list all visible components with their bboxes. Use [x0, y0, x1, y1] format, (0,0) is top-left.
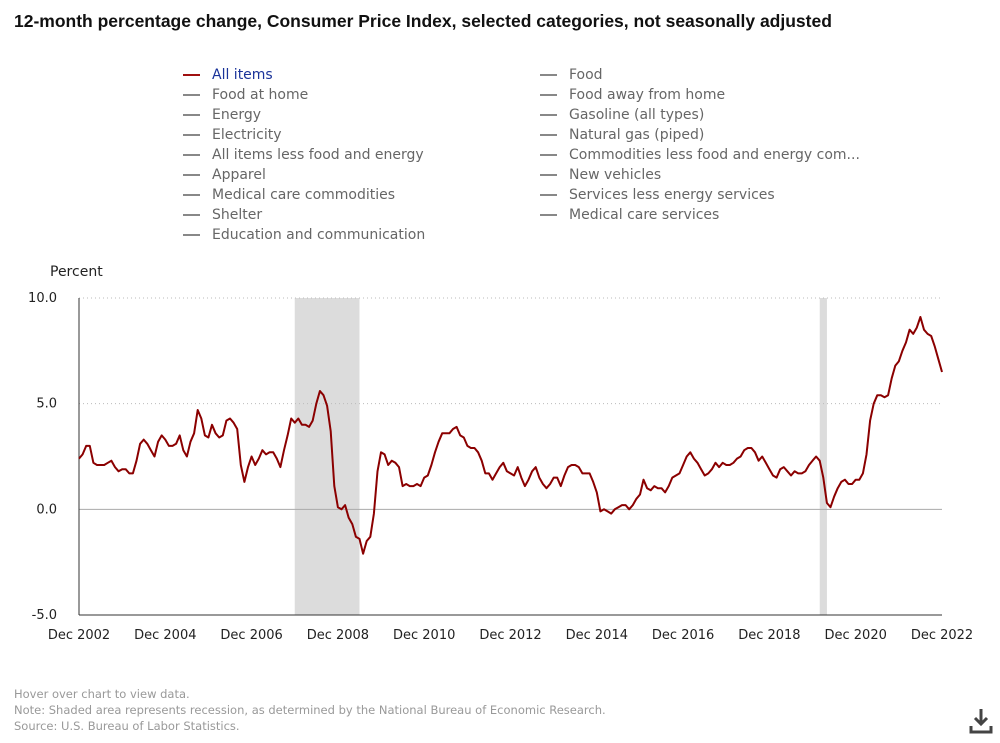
legend-item[interactable]: Electricity: [183, 125, 282, 145]
legend-swatch: [540, 114, 557, 116]
legend-item[interactable]: Food away from home: [540, 85, 725, 105]
chart-footer: Hover over chart to view data. Note: Sha…: [14, 686, 606, 734]
legend-item[interactable]: Natural gas (piped): [540, 125, 704, 145]
legend-swatch: [540, 94, 557, 96]
legend-item[interactable]: Energy: [183, 105, 261, 125]
legend-swatch: [540, 174, 557, 176]
legend-item[interactable]: Medical care commodities: [183, 185, 395, 205]
recession-note: Note: Shaded area represents recession, …: [14, 703, 606, 717]
download-icon[interactable]: [966, 706, 996, 736]
x-tick-label: Dec 2016: [652, 628, 714, 643]
x-tick-label: Dec 2008: [307, 628, 369, 643]
chart-title: 12-month percentage change, Consumer Pri…: [14, 11, 832, 31]
y-tick-label: -5.0: [32, 608, 57, 623]
legend-swatch: [540, 194, 557, 196]
legend-swatch: [183, 154, 200, 156]
legend-item[interactable]: Services less energy services: [540, 185, 775, 205]
y-tick-label: 10.0: [28, 291, 57, 306]
legend-label: All items: [212, 67, 273, 83]
legend-swatch: [183, 114, 200, 116]
legend-swatch: [540, 134, 557, 136]
legend-swatch: [183, 74, 200, 76]
x-tick-label: Dec 2002: [48, 628, 110, 643]
legend-item[interactable]: New vehicles: [540, 165, 661, 185]
legend-label: Natural gas (piped): [569, 127, 705, 143]
legend-item[interactable]: All items: [183, 65, 273, 85]
line-chart[interactable]: -5.0 0.0 5.0 10.0 Percent Dec 2002 Dec 2004 Dec…: [0, 255, 1000, 655]
legend-label: New vehicles: [569, 167, 662, 183]
y-tick-label: 5.0: [36, 397, 57, 412]
legend-label: Food away from home: [569, 87, 726, 103]
legend-swatch: [183, 174, 200, 176]
legend-item[interactable]: All items less food and energy: [183, 145, 424, 165]
x-tick-label: Dec 2010: [393, 628, 455, 643]
legend-swatch: [183, 94, 200, 96]
x-tick-label: Dec 2004: [134, 628, 196, 643]
x-tick-label: Dec 2014: [566, 628, 628, 643]
recession-band: [294, 298, 360, 615]
legend-label: Commodities less food and energy com...: [569, 147, 860, 163]
legend-item[interactable]: Food: [540, 65, 603, 85]
legend-item[interactable]: Education and communication: [183, 225, 425, 245]
legend-label: Shelter: [212, 207, 263, 223]
legend-swatch: [540, 74, 557, 76]
legend-label: Food at home: [212, 87, 309, 103]
hover-hint: Hover over chart to view data.: [14, 687, 190, 701]
x-tick-label: Dec 2006: [220, 628, 282, 643]
x-tick-label: Dec 2012: [479, 628, 541, 643]
legend-label: Education and communication: [212, 227, 426, 243]
x-tick-label: Dec 2022: [911, 628, 973, 643]
legend-swatch: [183, 234, 200, 236]
series-line-all-items: [78, 316, 943, 555]
legend-label: Electricity: [212, 127, 282, 143]
legend-item[interactable]: Medical care services: [540, 205, 719, 225]
y-tick-label: 0.0: [36, 502, 57, 517]
legend-label: Food: [569, 67, 603, 83]
legend-label: Medical care services: [569, 207, 720, 223]
x-tick-label: Dec 2018: [738, 628, 800, 643]
legend-swatch: [540, 154, 557, 156]
legend-item[interactable]: Food at home: [183, 85, 308, 105]
legend-item[interactable]: Commodities less food and energy com...: [540, 145, 860, 165]
legend-swatch: [540, 214, 557, 216]
legend-label: Services less energy services: [569, 187, 775, 203]
legend-label: Gasoline (all types): [569, 107, 705, 123]
legend-label: Energy: [212, 107, 262, 123]
source-note: Source: U.S. Bureau of Labor Statistics.: [14, 719, 240, 733]
legend-swatch: [183, 134, 200, 136]
y-axis-label: Percent: [50, 264, 103, 280]
legend-label: Apparel: [212, 167, 266, 183]
legend-swatch: [183, 214, 200, 216]
recession-band: [819, 298, 827, 615]
legend-label: Medical care commodities: [212, 187, 396, 203]
legend-item[interactable]: Apparel: [183, 165, 266, 185]
legend-item[interactable]: Shelter: [183, 205, 262, 225]
legend-label: All items less food and energy: [212, 147, 424, 163]
x-tick-label: Dec 2020: [825, 628, 887, 643]
legend-item[interactable]: Gasoline (all types): [540, 105, 704, 125]
legend-swatch: [183, 194, 200, 196]
